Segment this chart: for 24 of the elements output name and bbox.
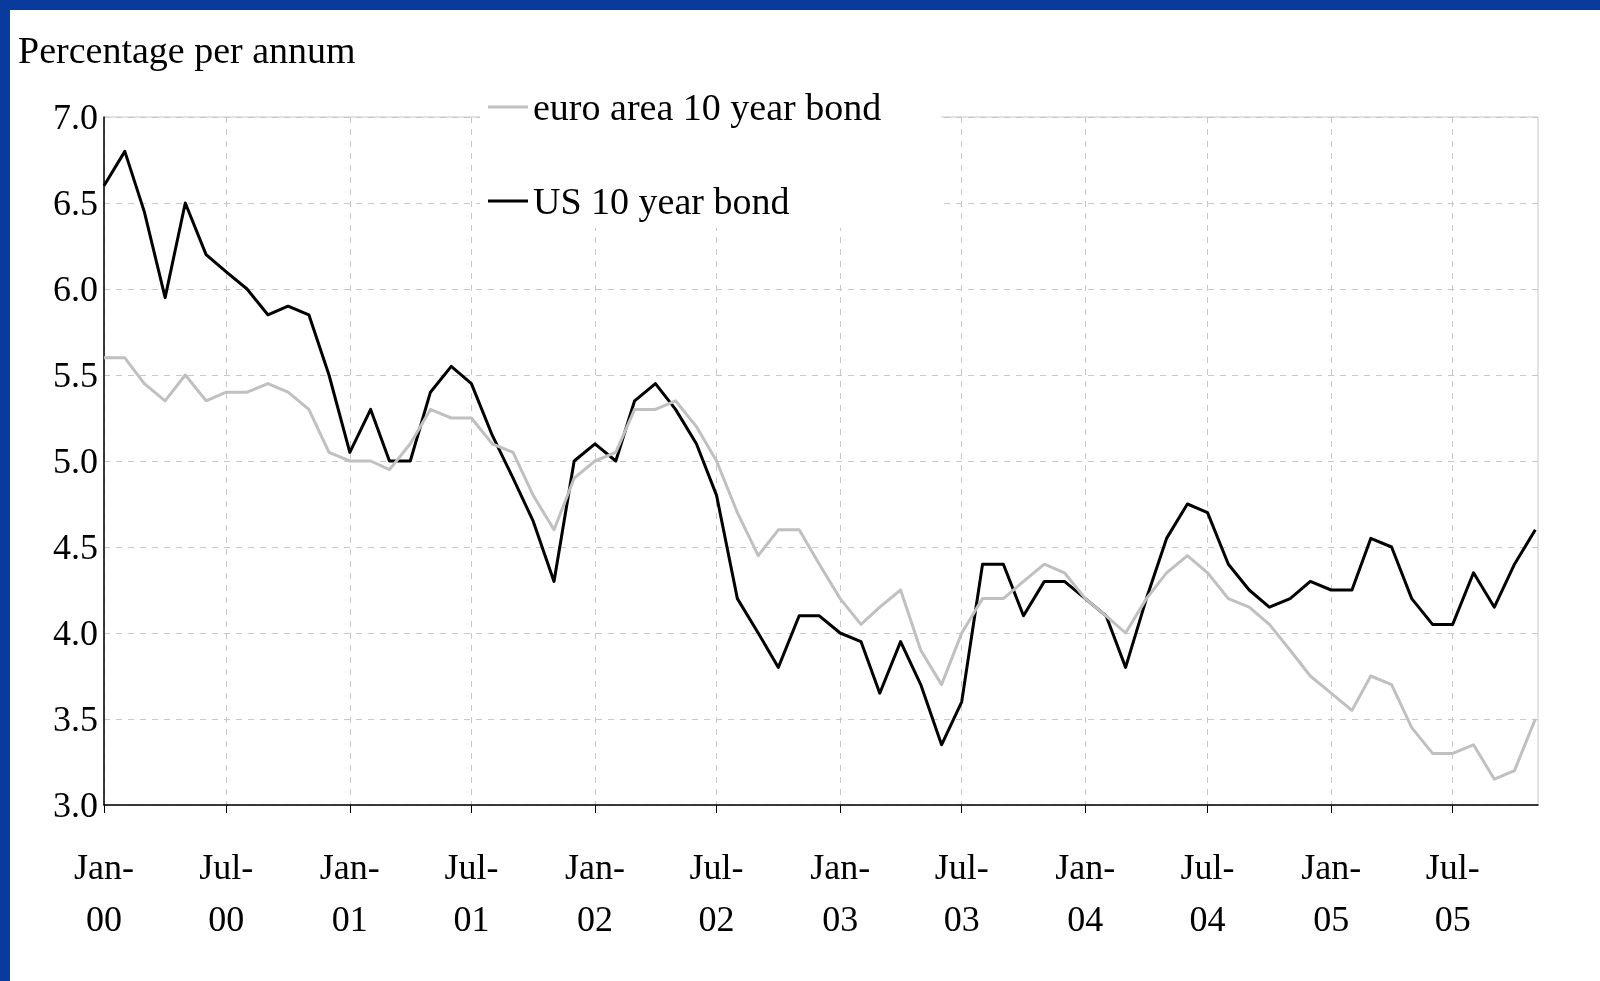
- x-tick-label: Jan-05: [1301, 847, 1362, 939]
- x-tick-label: Jan-00: [74, 847, 134, 939]
- x-tick-label: Jan-03: [810, 847, 871, 939]
- x-tick-label: Jan-04: [1055, 847, 1116, 939]
- legend-label: euro area 10 year bond: [533, 86, 882, 128]
- x-tick-label: Jul-02: [689, 847, 744, 939]
- y-tick-label: 5.5: [53, 355, 98, 395]
- y-tick-label: 6.5: [53, 183, 98, 223]
- y-tick-label: 6.0: [53, 269, 98, 309]
- x-tick-label: Jul-03: [934, 847, 989, 939]
- y-tick-label: 4.0: [53, 613, 98, 653]
- y-tick-label: 3.0: [53, 785, 98, 825]
- x-tick-label: Jan-01: [319, 847, 380, 939]
- y-axis-title: Percentage per annum: [18, 29, 356, 71]
- x-tick-label: Jan-02: [564, 847, 625, 939]
- x-tick-label: Jul-04: [1180, 847, 1235, 939]
- legend-label: US 10 year bond: [533, 180, 790, 222]
- y-tick-label: 5.0: [53, 441, 98, 481]
- x-tick-label: Jul-00: [199, 847, 254, 939]
- x-tick-label: Jul-05: [1425, 847, 1480, 939]
- x-tick-label: Jul-01: [444, 847, 499, 939]
- y-tick-label: 7.0: [53, 97, 98, 137]
- y-tick-label: 3.5: [53, 699, 98, 739]
- y-tick-label: 4.5: [53, 527, 98, 567]
